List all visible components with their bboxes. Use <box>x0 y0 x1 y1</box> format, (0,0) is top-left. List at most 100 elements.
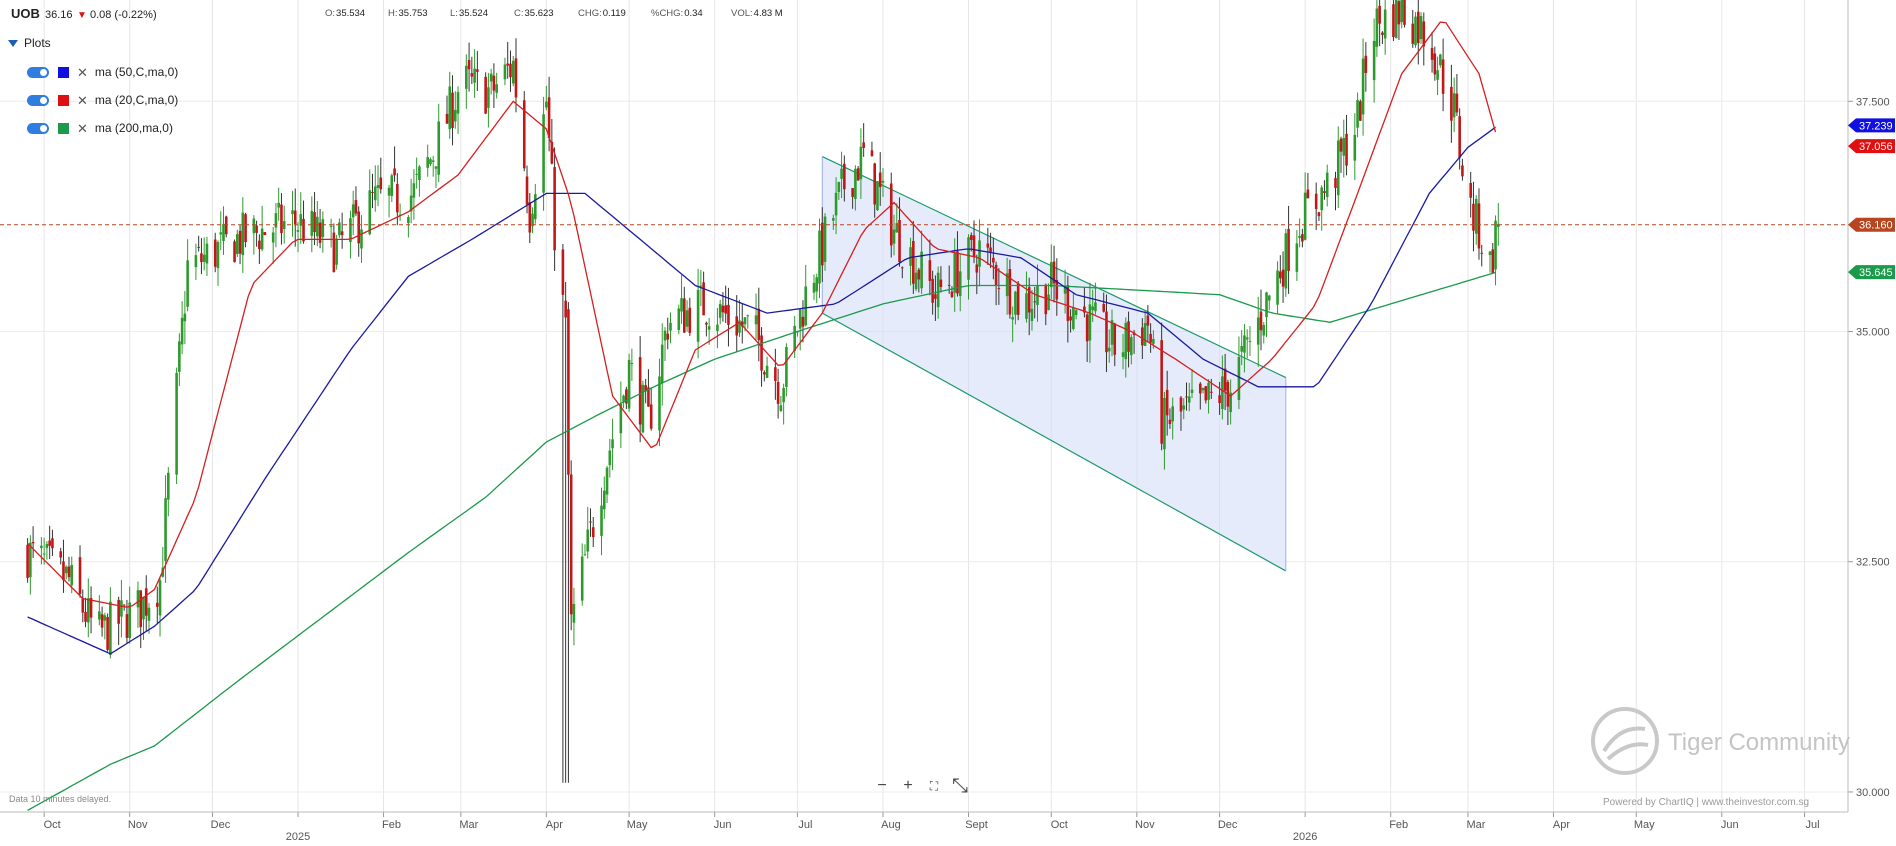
candle-body <box>622 395 625 402</box>
remove-plot-icon[interactable]: ✕ <box>77 92 88 108</box>
candle-body <box>1397 1 1401 25</box>
x-tick-label: Feb <box>382 819 401 831</box>
candle-body <box>1110 320 1114 345</box>
candle-body <box>583 554 587 556</box>
plots-title: Plots <box>24 36 51 50</box>
candle-body <box>531 213 534 227</box>
candle-body <box>62 561 65 581</box>
candle-body <box>534 194 537 220</box>
remove-plot-icon[interactable]: ✕ <box>77 64 88 80</box>
remove-plot-icon[interactable]: ✕ <box>77 120 88 136</box>
candle-body <box>84 611 87 622</box>
candle-body <box>525 176 529 205</box>
zoom-out-button[interactable]: − <box>877 777 887 794</box>
candle-body <box>1171 406 1174 422</box>
candle-body <box>1342 137 1346 156</box>
candle-body <box>1141 327 1144 346</box>
candle-body <box>98 611 101 620</box>
expand-button[interactable]: ⤡ <box>952 775 968 797</box>
candle-body <box>51 538 54 549</box>
candle-body <box>876 181 879 211</box>
candle-body <box>743 317 747 325</box>
candle-body <box>1469 183 1472 198</box>
stat-o: O:35.534 <box>325 8 366 19</box>
candle-body <box>992 257 995 263</box>
x-tick-label: Jul <box>1806 819 1820 831</box>
plot-color-swatch[interactable] <box>58 94 69 106</box>
plot-color-swatch[interactable] <box>58 122 69 134</box>
candle-body <box>318 222 322 243</box>
plot-visibility-toggle[interactable] <box>27 94 49 106</box>
last-price: 36.16 <box>45 9 73 21</box>
plots-toggle[interactable]: Plots <box>8 36 178 50</box>
candle-body <box>724 305 727 314</box>
candle-body <box>1323 191 1326 193</box>
candle-body <box>608 450 612 466</box>
candle-body <box>900 267 904 269</box>
y-tick-label: 35.000 <box>1856 327 1890 339</box>
candle-body <box>928 260 932 281</box>
candle-body <box>277 202 280 208</box>
candle-body <box>953 253 957 293</box>
candle-body <box>542 114 545 193</box>
candle-body <box>569 474 573 615</box>
candle-body <box>969 235 973 240</box>
y-tick-label: 37.500 <box>1856 96 1890 108</box>
candle-body <box>699 285 703 287</box>
candle-body <box>1419 16 1423 40</box>
candle-body <box>1452 93 1456 118</box>
candle-body <box>1011 317 1014 320</box>
watermark-text: Tiger Community <box>1668 729 1850 756</box>
plot-visibility-toggle[interactable] <box>27 66 49 78</box>
candle-body <box>1372 40 1376 81</box>
candle-body <box>238 230 242 254</box>
candle-body <box>1243 335 1246 353</box>
candle-body <box>316 216 319 237</box>
candle-body <box>1014 291 1017 315</box>
candle-body <box>371 192 374 194</box>
candle-body <box>1047 294 1050 311</box>
candle-body <box>1055 280 1059 300</box>
candle-body <box>1218 395 1221 404</box>
candle-body <box>103 615 107 621</box>
candle-body <box>997 288 1001 290</box>
candle-body <box>1049 262 1053 288</box>
candle-body <box>175 372 178 475</box>
candle-body <box>1295 243 1299 272</box>
candle-body <box>1121 352 1125 357</box>
plot-visibility-toggle[interactable] <box>27 122 49 134</box>
candle-body <box>106 617 109 650</box>
candle-body <box>1229 392 1232 413</box>
price-tag <box>1848 265 1895 280</box>
candle-body <box>167 472 170 500</box>
candle-body <box>1267 295 1271 301</box>
candle-body <box>958 271 962 297</box>
candle-body <box>647 387 650 407</box>
fit-chart-button[interactable]: ⛶ <box>929 779 939 793</box>
candle-body <box>144 588 148 616</box>
candle-body <box>818 230 821 284</box>
candle-body <box>1356 99 1359 128</box>
candle-body <box>178 341 181 372</box>
plot-color-swatch[interactable] <box>58 66 69 78</box>
zoom-in-button[interactable]: + <box>903 777 913 794</box>
candle-body <box>117 599 120 624</box>
candle-body <box>495 84 498 93</box>
candle-body <box>1102 304 1106 312</box>
candle-body <box>158 580 162 616</box>
candle-body <box>812 282 816 293</box>
candle-body <box>1461 165 1464 177</box>
candle-body <box>572 603 576 623</box>
candle-body <box>376 185 380 188</box>
candle-body <box>1491 249 1495 274</box>
plot-label: ma (200,ma,0) <box>94 121 173 135</box>
candle-body <box>972 235 976 258</box>
candle-body <box>81 597 85 613</box>
candle-body <box>1345 133 1348 166</box>
candle-body <box>1187 396 1191 403</box>
candle-body <box>484 76 487 114</box>
candle-body <box>765 365 769 378</box>
candle-body <box>1025 293 1028 319</box>
candle-body <box>222 223 225 242</box>
